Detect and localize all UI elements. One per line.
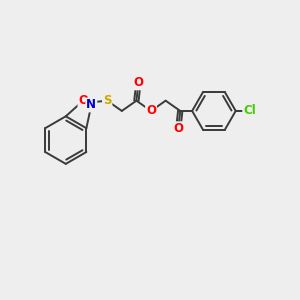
Text: O: O bbox=[173, 122, 183, 135]
Text: O: O bbox=[146, 104, 156, 117]
Text: O: O bbox=[134, 76, 143, 89]
Text: N: N bbox=[86, 98, 96, 111]
Text: Cl: Cl bbox=[243, 104, 256, 117]
Text: S: S bbox=[103, 94, 112, 107]
Text: O: O bbox=[79, 94, 88, 107]
